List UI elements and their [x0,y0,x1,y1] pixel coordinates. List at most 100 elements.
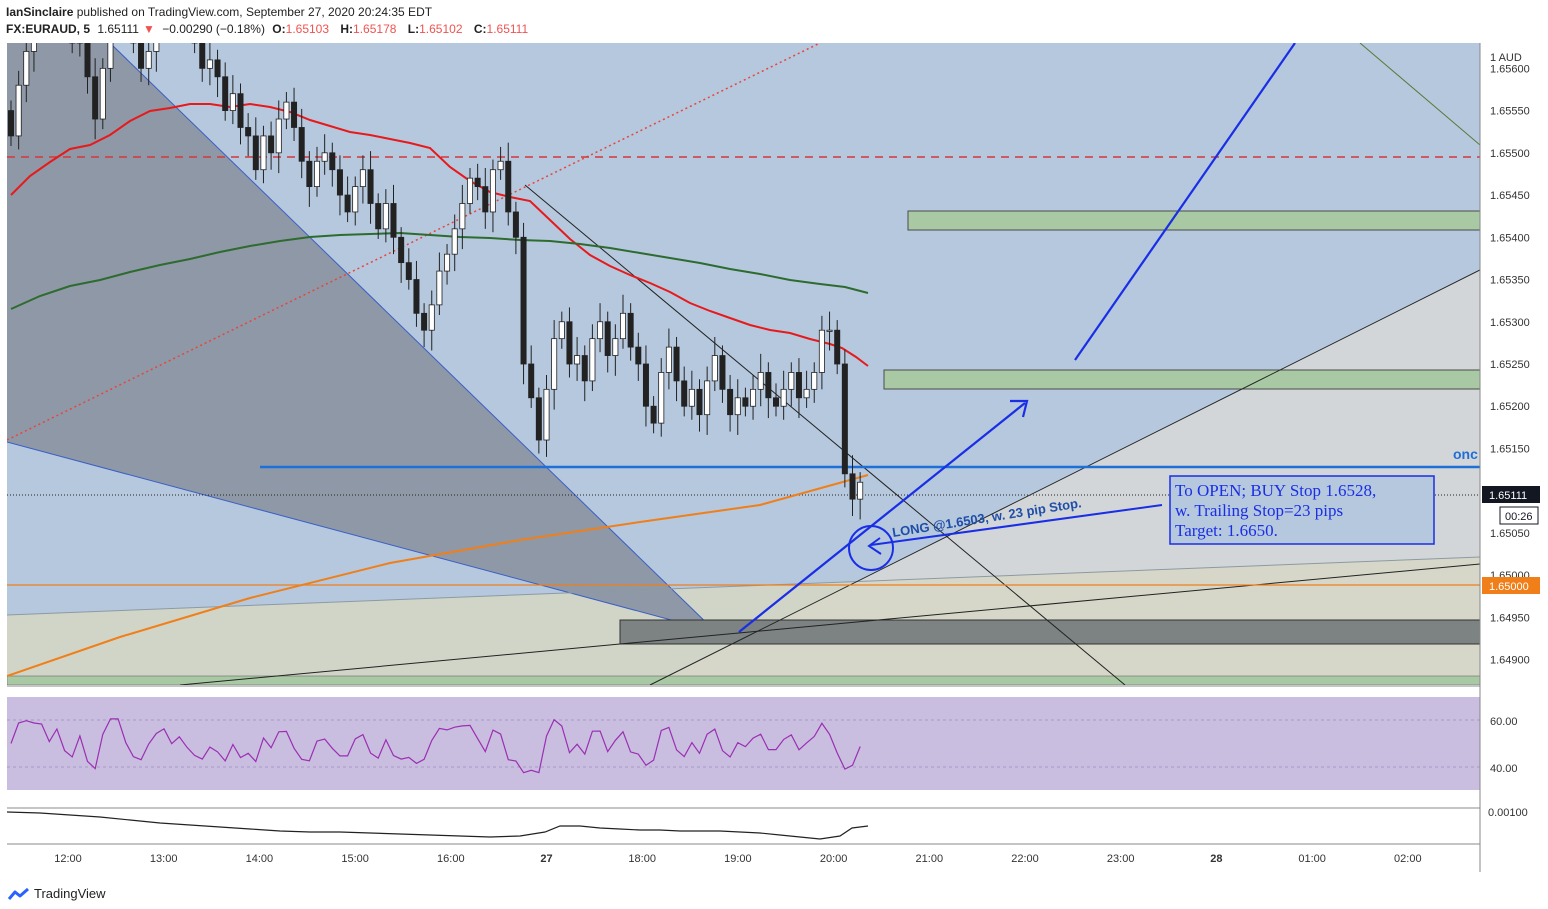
candle-body[interactable] [665,346,672,373]
falling-trendline[interactable] [524,184,1126,685]
candle-body[interactable] [581,355,588,382]
candle-body[interactable] [635,346,642,365]
candle-body[interactable] [222,76,229,111]
candle-body[interactable] [466,177,473,204]
candle-body[interactable] [306,160,313,188]
dotted-red-trendline[interactable] [7,43,821,441]
candle-body[interactable] [750,388,757,407]
channel-top-grey-line[interactable] [7,556,1480,616]
candle-body[interactable] [39,1,44,26]
candle-body[interactable] [474,177,481,188]
candle-body[interactable] [589,338,596,382]
candle-body[interactable] [566,321,573,365]
orange-trend-curve[interactable] [7,474,869,677]
wedge-lower-line[interactable] [7,441,717,633]
candle-body[interactable] [107,18,114,69]
candle-body[interactable] [505,160,512,213]
symbol-label[interactable]: FX:EURAUD, 5 [6,22,91,36]
candle-body[interactable] [367,169,374,204]
candle-body[interactable] [650,405,657,424]
candle-body[interactable] [191,18,198,44]
candle-body[interactable] [773,397,780,407]
oscillator-line[interactable] [6,811,869,840]
footer-brand[interactable]: TradingView [8,886,106,901]
candle-body[interactable] [696,388,703,416]
candle-body[interactable] [811,372,818,390]
candle-body[interactable] [711,355,718,382]
oscillator-pane[interactable] [7,809,1480,842]
long-setup-arrow[interactable] [738,402,1026,633]
candle-body[interactable] [742,397,749,407]
candle-body[interactable] [99,67,106,120]
candle-body[interactable] [673,346,680,382]
candle-body[interactable] [612,338,619,356]
candle-body[interactable] [834,329,841,365]
candle-body[interactable] [543,388,550,441]
candle-body[interactable] [283,101,290,120]
callout-pointer-line[interactable] [870,504,1163,546]
candle-body[interactable] [359,169,366,188]
candle-body[interactable] [313,160,320,188]
candle-body[interactable] [428,304,435,331]
candle-body[interactable] [551,338,558,390]
candle-body[interactable] [321,152,328,162]
candle-body[interactable] [336,169,343,196]
candle-body[interactable] [138,43,145,69]
candle-body[interactable] [62,0,67,18]
wedge-upper-line[interactable] [109,43,717,633]
candle-body[interactable] [268,135,275,154]
author-name[interactable]: IanSinclaire [6,5,74,19]
candle-body[interactable] [69,18,76,44]
candle-body[interactable] [245,127,252,137]
candle-body[interactable] [795,372,802,399]
candle-body[interactable] [405,262,412,280]
candle-body[interactable] [184,1,189,18]
candle-body[interactable] [291,101,298,128]
candle-body[interactable] [803,388,810,399]
candle-body[interactable] [604,321,611,356]
candle-body[interactable] [719,355,726,390]
candle-body[interactable] [704,380,711,416]
candle-body[interactable] [658,372,665,424]
candle-body[interactable] [7,110,14,137]
candle-body[interactable] [482,186,489,213]
demand-zone[interactable] [619,619,1480,645]
candle-body[interactable] [153,26,160,52]
candle-body[interactable] [214,59,221,78]
candle-body[interactable] [30,26,37,52]
candle-body[interactable] [535,397,542,441]
candle-body[interactable] [199,43,206,69]
candle-body[interactable] [459,203,466,230]
candle-body[interactable] [375,203,382,230]
candle-body[interactable] [229,93,236,111]
candle-body[interactable] [757,372,764,390]
candle-body[interactable] [627,312,634,348]
projection-arrow-line[interactable] [1074,43,1296,361]
ema-green-line[interactable] [10,231,869,310]
candle-body[interactable] [344,194,351,213]
trade-note-box[interactable] [1169,475,1435,545]
supply-zone-upper[interactable] [907,210,1480,231]
candle-body[interactable] [413,279,420,314]
candle-body[interactable] [23,51,30,86]
candle-body[interactable] [15,84,22,137]
candle-body[interactable] [47,1,52,18]
candle-body[interactable] [688,388,695,407]
candle-body[interactable] [116,0,121,18]
candle-body[interactable] [161,1,166,26]
candle-body[interactable] [826,329,833,332]
candle-body[interactable] [237,93,244,128]
candle-body[interactable] [512,211,519,238]
candle-body[interactable] [849,473,856,500]
candle-body[interactable] [177,1,182,18]
candle-body[interactable] [444,253,451,272]
candle-body[interactable] [597,321,604,340]
entry-circle[interactable] [848,525,894,571]
candle-body[interactable] [206,59,213,69]
candle-body[interactable] [329,152,336,171]
candle-body[interactable] [642,363,649,407]
candle-body[interactable] [681,380,688,407]
candle-body[interactable] [727,388,734,416]
triangle-rising-line[interactable] [649,269,1480,685]
candle-body[interactable] [489,169,496,213]
